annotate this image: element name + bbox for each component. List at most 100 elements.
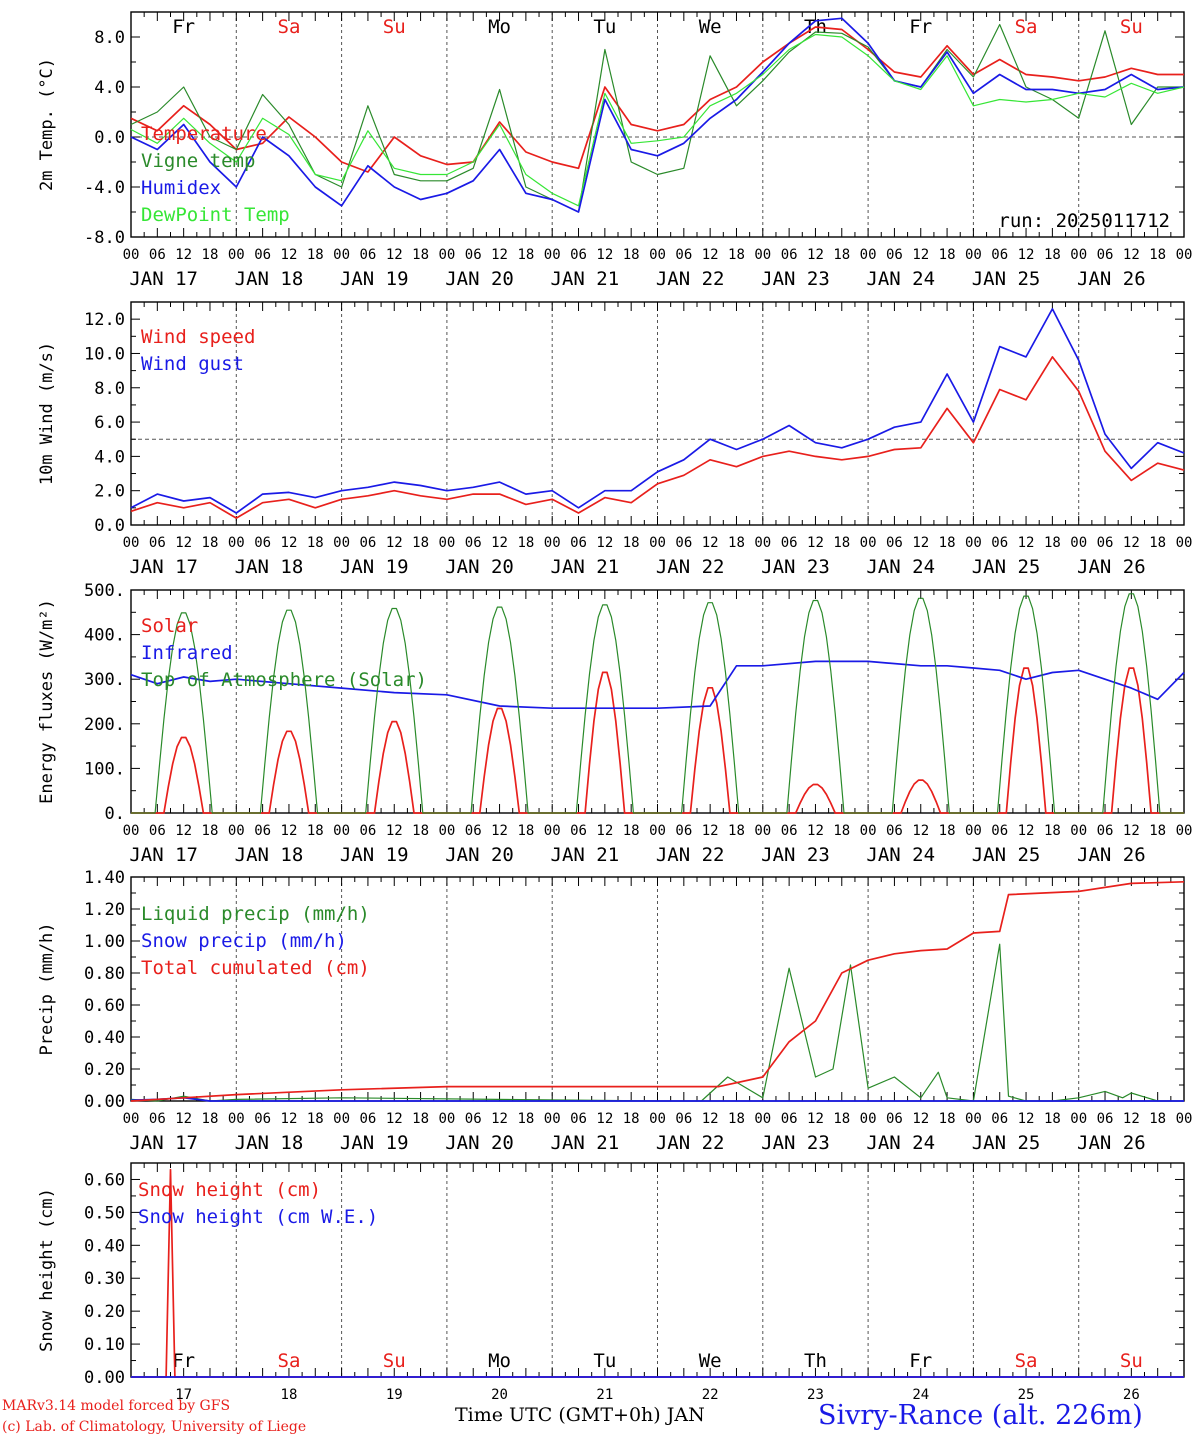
date-tick-label: JAN 24 (866, 844, 935, 866)
hour-tick-label: 00 (754, 1111, 771, 1127)
date-tick-label: JAN 17 (129, 556, 198, 578)
hour-tick-label: 00 (1070, 823, 1087, 839)
hour-tick-label: 12 (175, 823, 192, 839)
series-line-temperature (130, 26, 1184, 173)
hour-tick-label: 06 (1097, 535, 1114, 551)
weekday-label: Sa (278, 1350, 301, 1372)
weekday-label: Su (383, 1350, 406, 1372)
weekday-label: We (699, 1350, 722, 1372)
hour-tick-label: 00 (228, 823, 245, 839)
date-tick-label: JAN 24 (866, 556, 935, 578)
hour-tick-label: 00 (860, 535, 877, 551)
date-tick-label: JAN 22 (656, 556, 725, 578)
y-tick-label: 0.40 (84, 1236, 125, 1256)
date-tick-label: JAN 17 (129, 1132, 198, 1154)
date-tick-label: JAN 17 (129, 268, 198, 290)
hour-tick-label: 12 (281, 535, 298, 551)
hour-tick-label: 00 (965, 247, 982, 263)
hour-tick-label: 18 (1149, 1111, 1166, 1127)
legend-entry: Wind speed (141, 326, 255, 348)
y-tick-label: 0. (105, 804, 125, 824)
hour-tick-label: 12 (386, 1111, 403, 1127)
date-tick-label: 26 (1123, 1387, 1140, 1403)
date-tick-label: JAN 18 (235, 268, 304, 290)
y-tick-label: 12.0 (84, 310, 125, 330)
series-line-top-of-atmosphere-solar (131, 593, 1184, 814)
y-tick-label: 0.30 (84, 1269, 125, 1289)
y-tick-label: 400. (84, 626, 125, 646)
hour-tick-label: 12 (1018, 247, 1035, 263)
hour-tick-label: 12 (702, 823, 719, 839)
date-tick-label: JAN 23 (761, 556, 830, 578)
hour-tick-label: 18 (202, 823, 219, 839)
hour-tick-label: 12 (702, 247, 719, 263)
date-tick-label: JAN 26 (1077, 844, 1146, 866)
legend-entry: Wind gust (141, 353, 244, 375)
date-tick-label: JAN 23 (761, 268, 830, 290)
legend-entry: Vigne temp (141, 150, 255, 172)
weekday-label: Sa (278, 16, 301, 38)
hour-tick-label: 00 (123, 1111, 140, 1127)
date-tick-label: 20 (491, 1387, 508, 1403)
hour-tick-label: 12 (175, 1111, 192, 1127)
hour-tick-label: 12 (807, 247, 824, 263)
y-tick-label: -8.0 (84, 228, 125, 248)
series-line-total-cumulated-cm (130, 880, 1185, 1102)
y-tick-label: 0.00 (84, 1368, 125, 1388)
hour-tick-label: 00 (649, 247, 666, 263)
y-tick-label: 4.0 (94, 447, 125, 467)
hour-tick-label: 18 (833, 1111, 850, 1127)
hour-tick-label: 12 (281, 823, 298, 839)
hour-tick-label: 18 (623, 535, 640, 551)
hour-tick-label: 06 (254, 823, 271, 839)
y-tick-label: 0.20 (84, 1302, 125, 1322)
hour-tick-label: 00 (544, 247, 561, 263)
hour-tick-label: 06 (781, 823, 798, 839)
hour-tick-label: 18 (1044, 823, 1061, 839)
date-tick-label: JAN 20 (445, 556, 514, 578)
legend-entry: Total cumulated (cm) (141, 957, 370, 979)
y-tick-label: 4.0 (94, 78, 125, 98)
date-tick-label: JAN 26 (1077, 556, 1146, 578)
hour-tick-label: 00 (1070, 247, 1087, 263)
series-line-vigne-temp (130, 23, 1184, 213)
hour-tick-label: 12 (807, 823, 824, 839)
hour-tick-label: 18 (412, 823, 429, 839)
date-tick-label: JAN 25 (972, 556, 1041, 578)
hour-tick-label: 06 (991, 823, 1008, 839)
hour-tick-label: 06 (359, 823, 376, 839)
y-axis-title: 2m Temp. (°C) (37, 58, 57, 191)
y-tick-label: 0.20 (84, 1060, 125, 1080)
time-axis-title: Time UTC (GMT+0h) JAN (455, 1404, 705, 1426)
weekday-label: Fr (172, 16, 195, 38)
date-tick-label: JAN 21 (551, 1132, 620, 1154)
hour-tick-label: 18 (202, 1111, 219, 1127)
hour-tick-label: 18 (623, 247, 640, 263)
date-tick-label: JAN 25 (972, 268, 1041, 290)
y-tick-label: 8.0 (94, 28, 125, 48)
hour-tick-label: 12 (1123, 823, 1140, 839)
hour-tick-label: 06 (465, 247, 482, 263)
hour-tick-label: 18 (412, 1111, 429, 1127)
hour-tick-label: 00 (1176, 247, 1193, 263)
hour-tick-label: 06 (149, 535, 166, 551)
hour-tick-label: 18 (517, 247, 534, 263)
date-tick-label: JAN 24 (866, 1132, 935, 1154)
hour-tick-label: 06 (359, 535, 376, 551)
hour-tick-label: 00 (544, 1111, 561, 1127)
y-tick-label: 8.0 (94, 379, 125, 399)
hour-tick-label: 00 (438, 535, 455, 551)
hour-tick-label: 12 (491, 1111, 508, 1127)
hour-tick-label: 06 (570, 823, 587, 839)
date-tick-label: JAN 21 (551, 844, 620, 866)
weekday-label: Th (804, 1350, 827, 1372)
hour-tick-label: 18 (412, 535, 429, 551)
date-tick-label: 23 (807, 1387, 824, 1403)
hour-tick-label: 18 (1044, 535, 1061, 551)
hour-tick-label: 06 (465, 1111, 482, 1127)
hour-tick-label: 00 (123, 535, 140, 551)
hour-tick-label: 18 (307, 247, 324, 263)
legend-entry: Snow height (cm) (138, 1179, 321, 1201)
hour-tick-label: 12 (1123, 535, 1140, 551)
